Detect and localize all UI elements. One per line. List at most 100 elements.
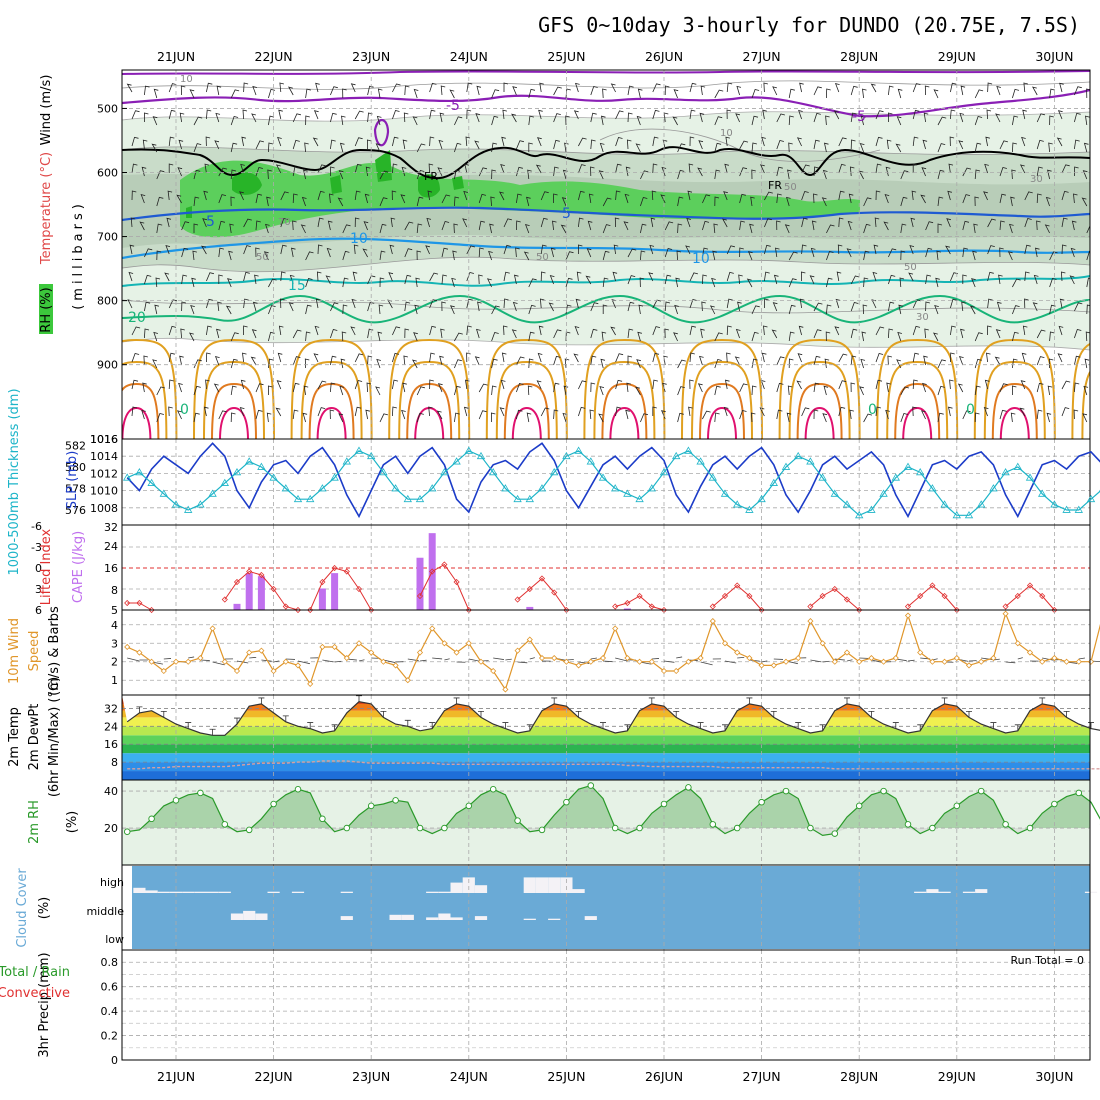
wind-barb bbox=[863, 250, 870, 261]
wind-barb bbox=[392, 406, 397, 417]
date-label: 27JUN bbox=[743, 1069, 781, 1084]
wind-barb bbox=[375, 386, 381, 396]
wind-barb bbox=[578, 406, 586, 417]
wind-barb bbox=[875, 136, 883, 147]
thickness-point bbox=[232, 468, 242, 476]
wind-barb bbox=[537, 352, 543, 363]
wind-barb bbox=[1086, 88, 1090, 99]
wind-barb bbox=[813, 409, 819, 420]
wind-barb bbox=[925, 274, 932, 285]
wind-barb bbox=[615, 353, 624, 363]
wind-barb bbox=[950, 298, 957, 309]
wind-barb bbox=[762, 109, 767, 120]
wind-barb bbox=[466, 82, 473, 93]
wind-barb bbox=[937, 196, 944, 207]
cloud-high-bar bbox=[218, 891, 231, 893]
wind-barb bbox=[861, 331, 867, 342]
wind-barb bbox=[677, 386, 685, 396]
wind-barb bbox=[1074, 355, 1081, 366]
wind-10m-axis-label: 10m Wind bbox=[7, 618, 22, 684]
wind-barb bbox=[590, 302, 599, 312]
wind-barb bbox=[474, 356, 480, 366]
wind-barb bbox=[962, 220, 970, 231]
wind-barb bbox=[252, 301, 258, 312]
pressure-axis-label: (millibars) bbox=[71, 200, 86, 310]
wind-barb bbox=[751, 385, 757, 396]
wind-speed-point bbox=[758, 662, 765, 669]
wind-barb bbox=[875, 406, 881, 417]
wind-barb bbox=[413, 88, 419, 99]
wind-barb bbox=[489, 223, 494, 234]
rh-point bbox=[441, 824, 448, 832]
thickness-point bbox=[159, 489, 168, 497]
wind-barb bbox=[822, 660, 830, 663]
wind-barb bbox=[526, 412, 532, 423]
wind-barb bbox=[746, 278, 753, 288]
wind-barb bbox=[203, 406, 209, 417]
wind-barb bbox=[751, 331, 759, 342]
precip-tick-label: 0.8 bbox=[101, 956, 119, 969]
wind-barb bbox=[439, 355, 444, 366]
wind-barb bbox=[278, 325, 284, 336]
thickness-point bbox=[318, 484, 327, 492]
warm-contour bbox=[593, 360, 656, 439]
rh-point bbox=[294, 785, 302, 793]
wind-barb bbox=[673, 332, 678, 342]
wind-barb bbox=[801, 244, 807, 255]
wind-barb bbox=[627, 301, 635, 312]
warm-contour bbox=[973, 338, 1056, 439]
wind-barb bbox=[711, 277, 716, 288]
wind-barb bbox=[726, 82, 733, 93]
wind-barb bbox=[699, 112, 705, 123]
wind-barb bbox=[342, 304, 348, 315]
wind-barb bbox=[937, 359, 946, 369]
rh-label: 30 bbox=[916, 312, 929, 323]
temperature-label: 5 bbox=[562, 206, 571, 222]
thickness-point bbox=[550, 468, 559, 476]
thickness-point bbox=[903, 462, 913, 470]
wind-barb bbox=[1059, 298, 1065, 309]
date-label: 28JUN bbox=[840, 1069, 878, 1084]
li-point bbox=[282, 603, 289, 610]
warm-contours bbox=[122, 338, 1090, 439]
rh-point bbox=[465, 802, 473, 810]
wind-barb bbox=[144, 85, 150, 96]
wind-barb bbox=[338, 413, 344, 423]
wind-barb bbox=[813, 329, 822, 339]
wind-barb bbox=[243, 218, 252, 228]
precip-grid bbox=[122, 950, 1090, 1060]
wind-barb bbox=[589, 409, 595, 420]
wind-speed-point bbox=[502, 686, 509, 693]
cloud-high-bar bbox=[926, 889, 939, 893]
wind-barb bbox=[888, 301, 895, 312]
wind-barb bbox=[751, 115, 759, 126]
wind-barb bbox=[996, 85, 1001, 96]
rh-point bbox=[977, 787, 985, 795]
wind-barb bbox=[230, 385, 237, 396]
wind-barb bbox=[602, 250, 610, 261]
wind-barb bbox=[776, 193, 782, 204]
wind-barb bbox=[972, 250, 977, 261]
wind-barb bbox=[1086, 224, 1090, 234]
wind-barb bbox=[300, 224, 306, 234]
cloud-middle-bar bbox=[255, 913, 268, 920]
rh-point bbox=[904, 821, 912, 828]
thickness-point bbox=[184, 505, 193, 513]
cloud-high-bar bbox=[182, 891, 195, 893]
wind-barb bbox=[501, 352, 507, 363]
wind-barb bbox=[516, 383, 524, 393]
wind-barb bbox=[280, 298, 285, 309]
thickness-point bbox=[208, 489, 217, 497]
wind-barb bbox=[974, 196, 979, 207]
wind-barb bbox=[763, 325, 768, 336]
wind-barb bbox=[392, 352, 400, 363]
wind-barb bbox=[1061, 190, 1069, 201]
wind-barb bbox=[429, 272, 439, 282]
wind-barb bbox=[1012, 305, 1020, 315]
wind-speed-point bbox=[270, 667, 277, 675]
wind-barb bbox=[230, 332, 239, 342]
wind-barb bbox=[154, 304, 159, 315]
cloud-cover-panel: high middle low Cloud Cover (%) bbox=[15, 864, 1098, 951]
cape-bar bbox=[257, 576, 265, 610]
precip-tick-label: 0.4 bbox=[101, 1005, 119, 1018]
